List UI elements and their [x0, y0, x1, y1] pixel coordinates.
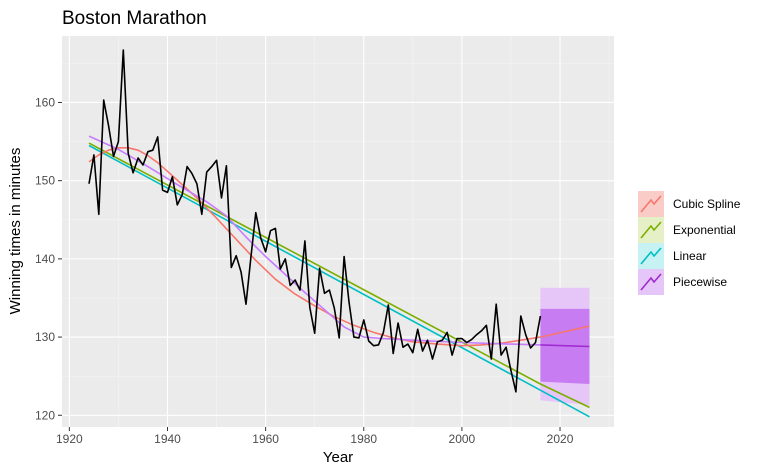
x-tick-label: 2020: [547, 432, 574, 446]
legend-label-cubic-spline: Cubic Spline: [673, 197, 741, 211]
y-tick-label: 140: [35, 252, 55, 266]
legend-key-linear: [638, 243, 664, 269]
cubic-spline-forecast-line: [540, 325, 590, 338]
linear-forecast-line: [540, 389, 590, 418]
legend-label-exponential: Exponential: [673, 223, 736, 237]
legend-key-exponential: [638, 217, 664, 243]
exponential-fit-line: [88, 142, 541, 385]
legend-label-piecewise: Piecewise: [673, 275, 727, 289]
minor-gridlines: [62, 36, 614, 427]
x-axis-title: Year: [323, 449, 353, 466]
legend-glyph-linear: [640, 247, 662, 265]
legend-glyph-cubic-spline: [640, 195, 662, 213]
exponential-forecast-line: [540, 383, 590, 409]
linear-fit-line: [88, 144, 541, 391]
legend-item-linear: Linear: [638, 243, 706, 269]
legend-item-exponential: Exponential: [638, 217, 736, 243]
x-tick-label: 1960: [252, 432, 279, 446]
plot-panel: [62, 36, 614, 427]
forecast-lines: [540, 325, 590, 418]
x-tick-label: 1920: [56, 432, 83, 446]
observed-series: [88, 49, 542, 393]
legend-glyph-exponential: [640, 221, 662, 239]
legend-label-linear: Linear: [673, 249, 706, 263]
x-tick-label: 1980: [350, 432, 377, 446]
x-axis-ticks: 1920 1940 1960 1980 2000 2020: [56, 427, 574, 446]
legend-item-piecewise: Piecewise: [638, 269, 727, 295]
y-axis-ticks: 120 130 140 150 160: [35, 95, 62, 422]
x-tick-label: 2000: [449, 432, 476, 446]
y-axis-title: Winning times in minutes: [7, 148, 24, 315]
x-tick-label: 1940: [154, 432, 181, 446]
y-tick-label: 130: [35, 330, 55, 344]
observed-line: [88, 49, 542, 393]
legend-key-cubic-spline: [638, 191, 664, 217]
major-gridlines: [62, 36, 614, 427]
chart-title: Boston Marathon: [62, 8, 207, 29]
piecewise-forecast-line: [540, 344, 590, 348]
y-tick-label: 150: [35, 174, 55, 188]
legend-item-cubic-spline: Cubic Spline: [638, 191, 741, 217]
y-tick-label: 120: [35, 408, 55, 422]
legend-key-piecewise: [638, 269, 664, 295]
y-tick-label: 160: [35, 95, 55, 109]
legend: Cubic Spline Exponential Linear Piecewise: [638, 191, 741, 295]
legend-glyph-piecewise: [640, 273, 662, 291]
